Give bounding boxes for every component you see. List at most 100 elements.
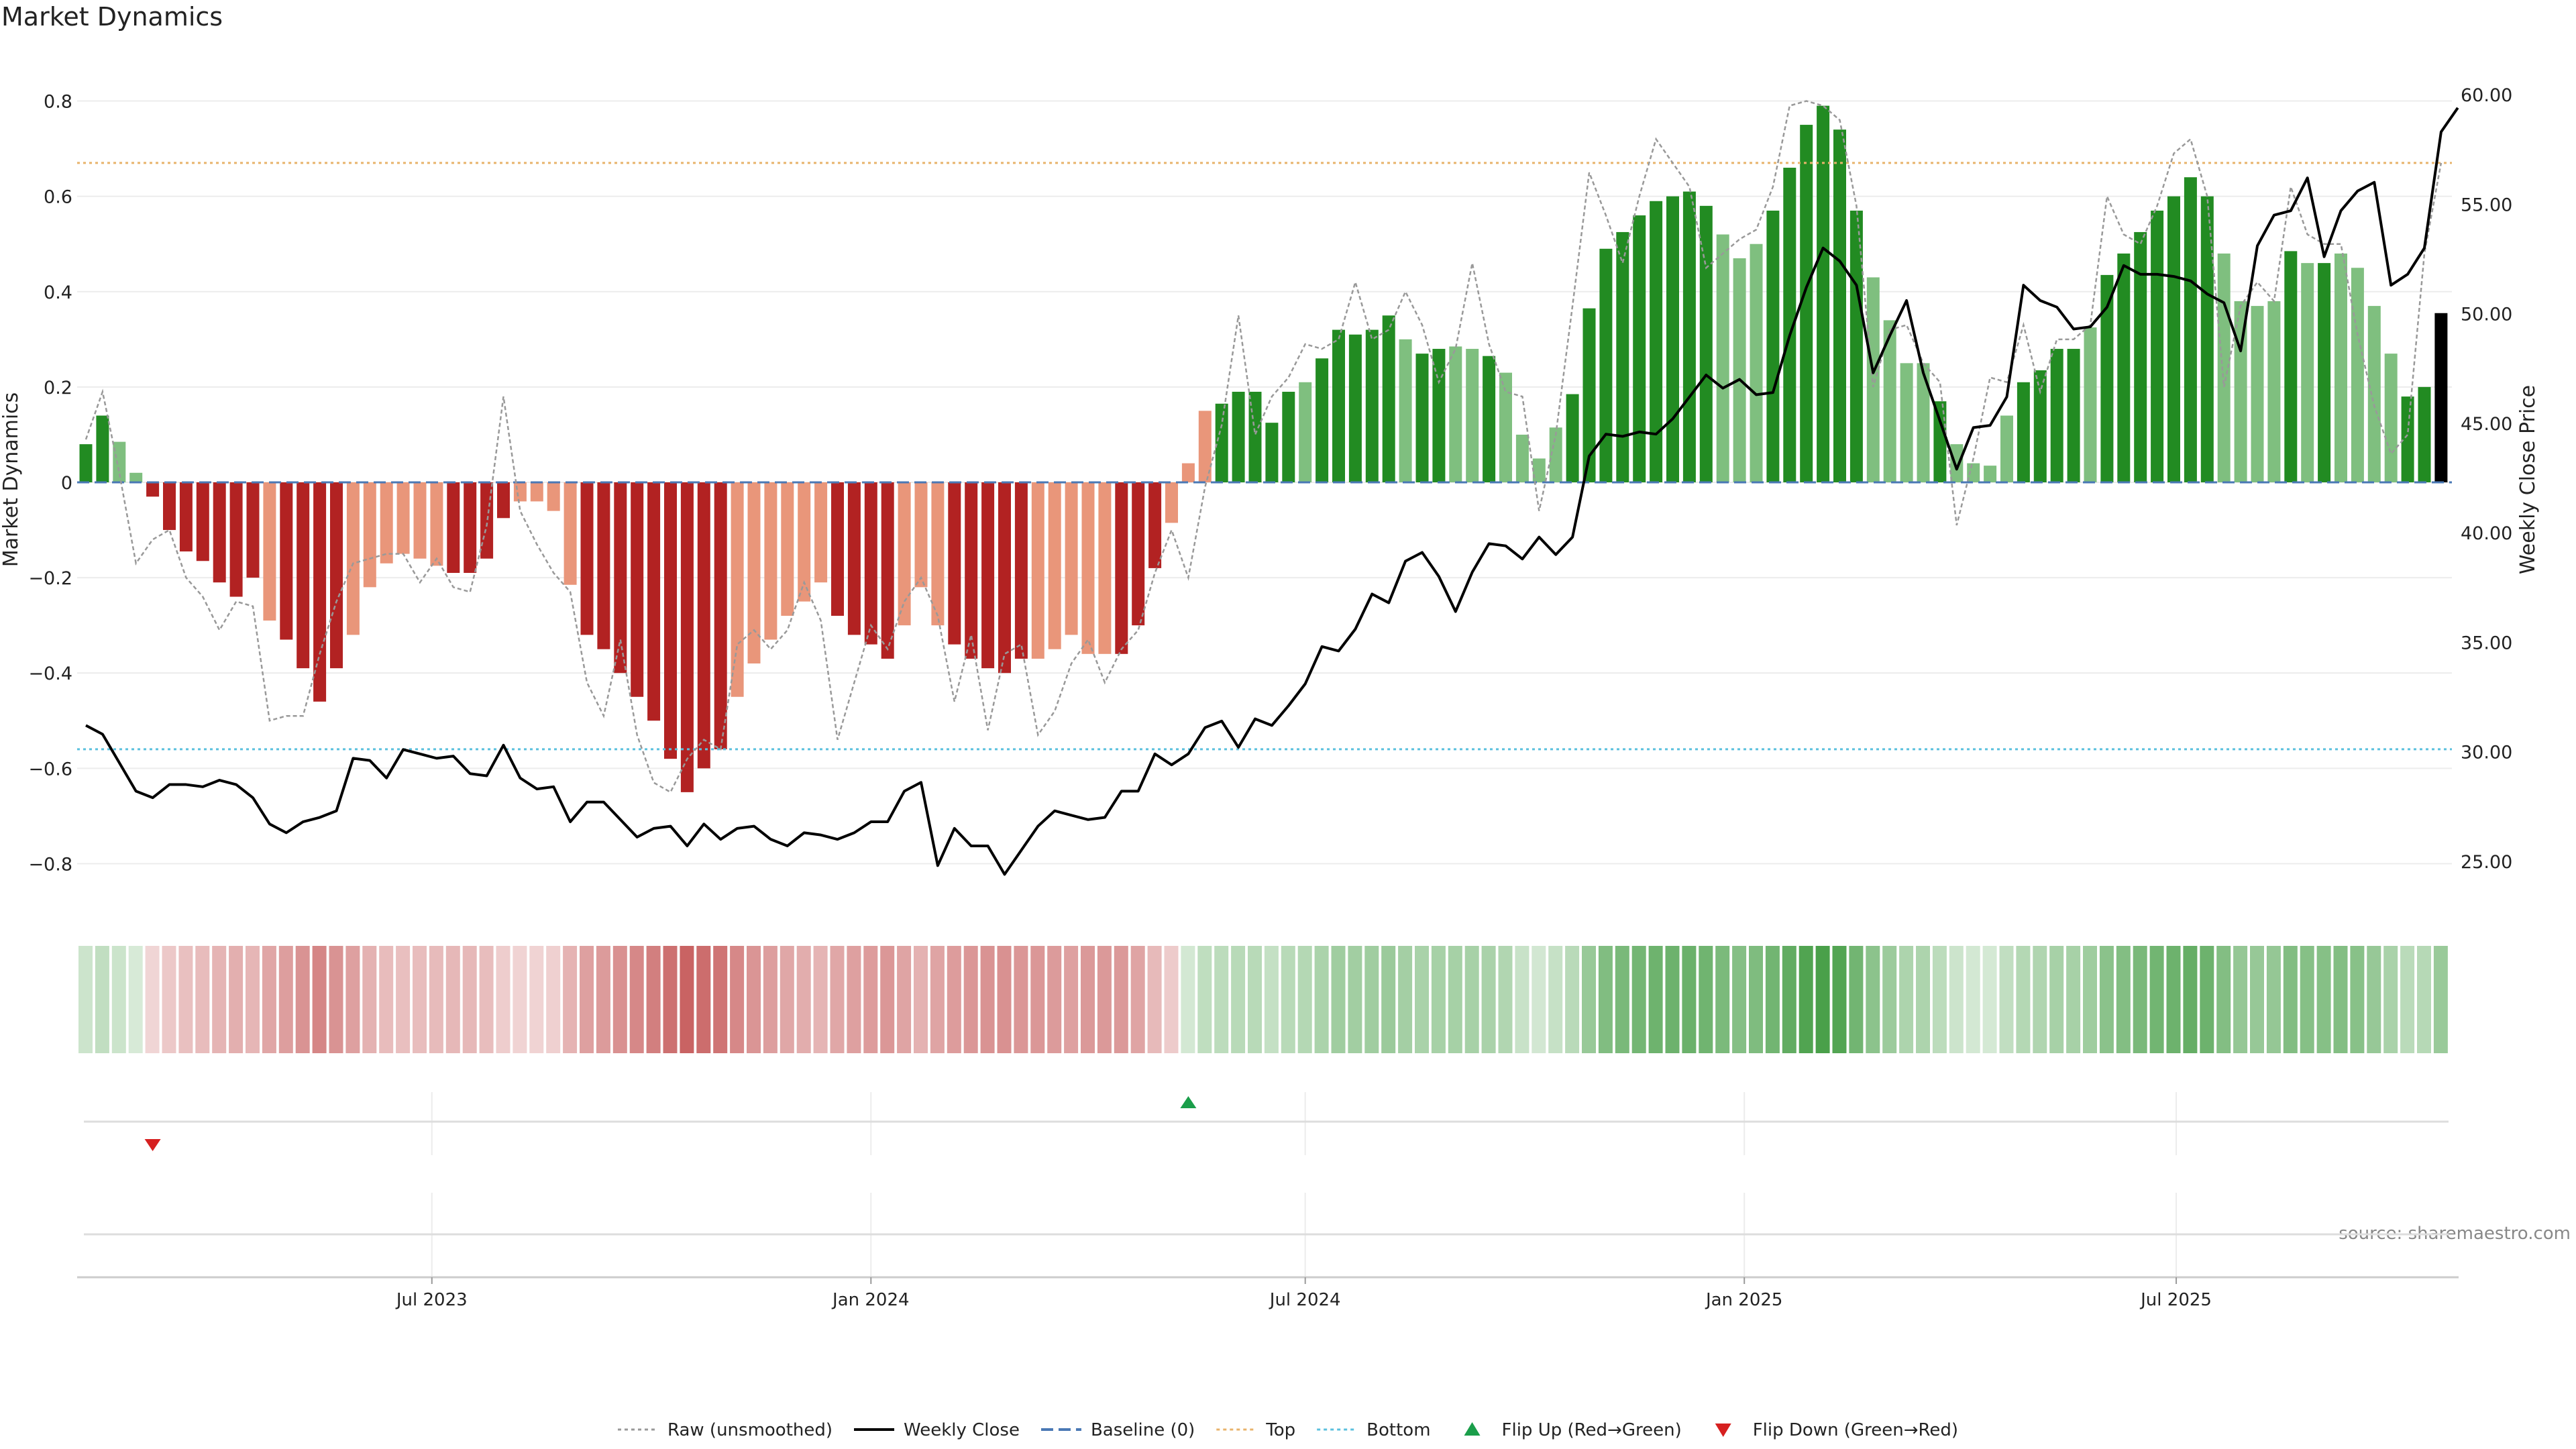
dynamics-bar: [764, 482, 777, 640]
heat-cell: [1699, 946, 1713, 1053]
dynamics-bar: [2217, 253, 2231, 482]
legend-label: Flip Up (Red→Green): [1502, 1420, 1682, 1440]
legend: Raw (unsmoothed) Weekly Close Baseline (0)…: [617, 1420, 1958, 1440]
heat-cell: [780, 946, 794, 1053]
dynamics-bar: [2167, 196, 2180, 482]
heat-cell: [2099, 946, 2114, 1053]
legend-item: Flip Down (Green→Red): [1715, 1420, 1958, 1440]
dynamics-bar: [2050, 349, 2063, 482]
heat-cell: [529, 946, 544, 1053]
heat-cell: [1815, 946, 1830, 1053]
heat-cell: [1982, 946, 1997, 1053]
dynamics-bar: [747, 482, 761, 664]
dynamics-bar: [614, 482, 627, 674]
heat-cell: [1615, 946, 1629, 1053]
heat-cell: [1682, 946, 1697, 1053]
heat-cell: [278, 946, 293, 1053]
x-tick-label: Jul 2025: [2139, 1290, 2212, 1310]
left-tick-label: 0.2: [44, 378, 72, 398]
heat-cell: [195, 946, 210, 1053]
raw-line: [85, 100, 2443, 794]
heat-cell: [95, 946, 109, 1053]
dynamics-bar: [1265, 423, 1279, 482]
dynamics-bar: [2334, 253, 2347, 482]
dynamics-bar: [1616, 231, 1629, 482]
dynamics-bar: [2301, 263, 2314, 482]
dynamics-bar: [2017, 382, 2030, 482]
dynamics-bar: [2384, 354, 2398, 482]
dynamics-bar: [1682, 191, 1696, 482]
heat-cell: [111, 946, 126, 1053]
x-tick-label: Jul 2023: [395, 1290, 468, 1310]
heat-cell: [2116, 946, 2131, 1053]
dynamics-bar: [447, 482, 460, 574]
left-tick-label: −0.2: [28, 568, 72, 589]
dynamics-bar: [2284, 251, 2298, 482]
dynamics-bar: [113, 441, 126, 482]
dynamics-bar: [680, 482, 694, 792]
dynamics-bar: [1432, 349, 1446, 482]
dynamics-bar: [497, 482, 510, 519]
legend-item: Baseline (0): [1040, 1420, 1195, 1440]
heat-cell: [763, 946, 777, 1053]
dynamics-bar: [1132, 482, 1145, 626]
heat-cell: [914, 946, 928, 1053]
dynamics-bar: [647, 482, 661, 721]
heat-cell: [1715, 946, 1730, 1053]
dynamics-bar: [2000, 415, 2013, 482]
heat-cell: [2250, 946, 2264, 1053]
dynamics-bar: [2367, 306, 2381, 482]
heat-cell: [897, 946, 912, 1053]
heat-cell: [1665, 946, 1680, 1053]
heat-cell: [312, 946, 327, 1053]
dynamics-bar: [1716, 234, 1729, 482]
dynamics-bar: [513, 482, 527, 502]
dynamics-bar: [1933, 401, 1947, 482]
heat-cell: [1064, 946, 1079, 1053]
dynamics-bar: [1299, 382, 1312, 482]
dynamics-bar: [129, 472, 143, 482]
left-tick-label: −0.6: [28, 759, 72, 780]
dynamics-bar: [1750, 244, 1763, 482]
heat-strip: [78, 946, 2448, 1053]
weekly-close-series: [85, 107, 2459, 876]
heat-cell: [1515, 946, 1529, 1053]
heat-cell: [1966, 946, 1980, 1053]
right-tick-label: 30.00: [2461, 743, 2512, 763]
dynamics-bar: [363, 482, 376, 588]
heat-cell: [830, 946, 845, 1053]
heat-cell: [329, 946, 343, 1053]
dynamics-bar: [1699, 205, 1713, 482]
dynamics-bar: [163, 482, 176, 531]
heat-cell: [2266, 946, 2281, 1053]
heat-cell: [997, 946, 1012, 1053]
dynamics-bar: [965, 482, 978, 659]
left-tick-label: 0.6: [44, 187, 72, 208]
heat-cell: [1214, 946, 1229, 1053]
weekly-close-line: [85, 107, 2459, 876]
heat-cell: [2300, 946, 2314, 1053]
left-axis-ticks: −0.8 −0.6 −0.4 −0.2 0 0.2 0.4 0.6 0.8: [28, 92, 72, 875]
heat-cell: [1381, 946, 1396, 1053]
heat-cell: [379, 946, 394, 1053]
heat-cell: [1297, 946, 1312, 1053]
dynamics-bar: [1817, 105, 1830, 482]
dynamics-bar: [2184, 177, 2197, 482]
dynamics-bar: [1232, 391, 1245, 482]
heat-cell: [178, 946, 193, 1053]
heat-cell: [1448, 946, 1462, 1053]
dynamics-bar: [1065, 482, 1078, 635]
heat-cell: [362, 946, 377, 1053]
dynamics-bar: [1800, 125, 1813, 482]
dynamics-bar: [297, 482, 310, 669]
dynamics-bar: [1098, 482, 1112, 654]
dynamics-bar: [2033, 370, 2047, 482]
heat-cell: [796, 946, 811, 1053]
chart-title: Market Dynamics: [1, 2, 223, 32]
heat-cell: [1866, 946, 1880, 1053]
flip-panel: [84, 1092, 2449, 1278]
dynamics-bar: [1332, 329, 1345, 482]
heat-cell: [262, 946, 276, 1053]
heat-cell: [963, 946, 978, 1053]
